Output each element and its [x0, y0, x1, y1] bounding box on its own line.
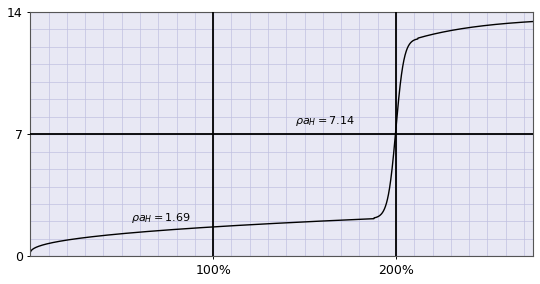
- Text: $\rho a_H = 7.14$: $\rho a_H = 7.14$: [295, 114, 355, 128]
- Text: $\rho a_H = 1.69$: $\rho a_H = 1.69$: [131, 212, 191, 225]
